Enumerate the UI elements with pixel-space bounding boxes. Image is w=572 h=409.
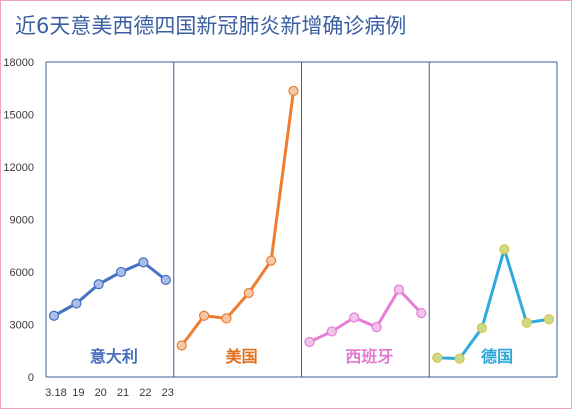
data-point bbox=[393, 284, 404, 295]
x-tick-label: 19 bbox=[72, 387, 84, 399]
data-point bbox=[521, 317, 532, 328]
data-point bbox=[48, 310, 60, 321]
data-point bbox=[304, 336, 315, 348]
series bbox=[48, 85, 555, 364]
data-point bbox=[349, 312, 360, 323]
x-tick-labels: 3.18 19 20 21 22 23 bbox=[45, 387, 174, 399]
data-point bbox=[543, 314, 555, 325]
data-point bbox=[160, 274, 171, 285]
series-1 bbox=[176, 85, 299, 351]
panel-label: 美国 bbox=[226, 347, 258, 366]
panel-label: 西班牙 bbox=[345, 347, 393, 366]
y-tick-label: 6000 bbox=[10, 267, 34, 279]
y-tick-label: 3000 bbox=[10, 320, 34, 332]
data-point bbox=[199, 310, 210, 321]
series-line bbox=[308, 288, 423, 344]
axes bbox=[45, 61, 558, 378]
series-2 bbox=[304, 284, 427, 348]
data-point bbox=[288, 85, 299, 96]
series-line bbox=[180, 90, 295, 347]
data-point bbox=[138, 257, 149, 268]
data-point bbox=[454, 353, 465, 364]
y-tick-label: 0 bbox=[28, 372, 34, 384]
series-line bbox=[53, 260, 167, 318]
data-point bbox=[115, 266, 127, 278]
data-point bbox=[93, 279, 104, 290]
data-point bbox=[371, 322, 382, 333]
series-line bbox=[437, 247, 550, 361]
data-point bbox=[476, 322, 488, 334]
y-tick-label: 15000 bbox=[3, 110, 34, 122]
series-3 bbox=[432, 244, 555, 364]
data-point bbox=[221, 313, 232, 324]
chart-title: 近6天意美西德四国新冠肺炎新增确诊病例 bbox=[15, 14, 407, 38]
data-point bbox=[243, 287, 254, 299]
data-point bbox=[432, 352, 443, 363]
y-tick-label: 18000 bbox=[3, 57, 34, 69]
x-tick-label: 20 bbox=[95, 387, 107, 399]
panel-labels: 意大利 美国 西班牙 德国 bbox=[90, 347, 513, 366]
data-point bbox=[416, 308, 427, 319]
x-tick-label: 21 bbox=[117, 387, 129, 399]
data-point bbox=[499, 244, 510, 255]
y-tick-label: 9000 bbox=[10, 215, 34, 227]
data-point bbox=[71, 298, 82, 309]
panel-label: 意大利 bbox=[90, 347, 138, 366]
data-point bbox=[266, 255, 277, 266]
y-tick-labels: 0 3000 6000 9000 12000 15000 18000 bbox=[3, 57, 34, 384]
data-point bbox=[326, 326, 337, 337]
panel-label: 德国 bbox=[481, 347, 513, 366]
x-tick-label: 3.18 bbox=[45, 387, 66, 399]
y-tick-label: 12000 bbox=[3, 162, 34, 174]
x-tick-label: 22 bbox=[139, 387, 151, 399]
x-tick-label: 23 bbox=[162, 387, 174, 399]
data-point bbox=[176, 340, 187, 351]
series-0 bbox=[48, 257, 171, 321]
